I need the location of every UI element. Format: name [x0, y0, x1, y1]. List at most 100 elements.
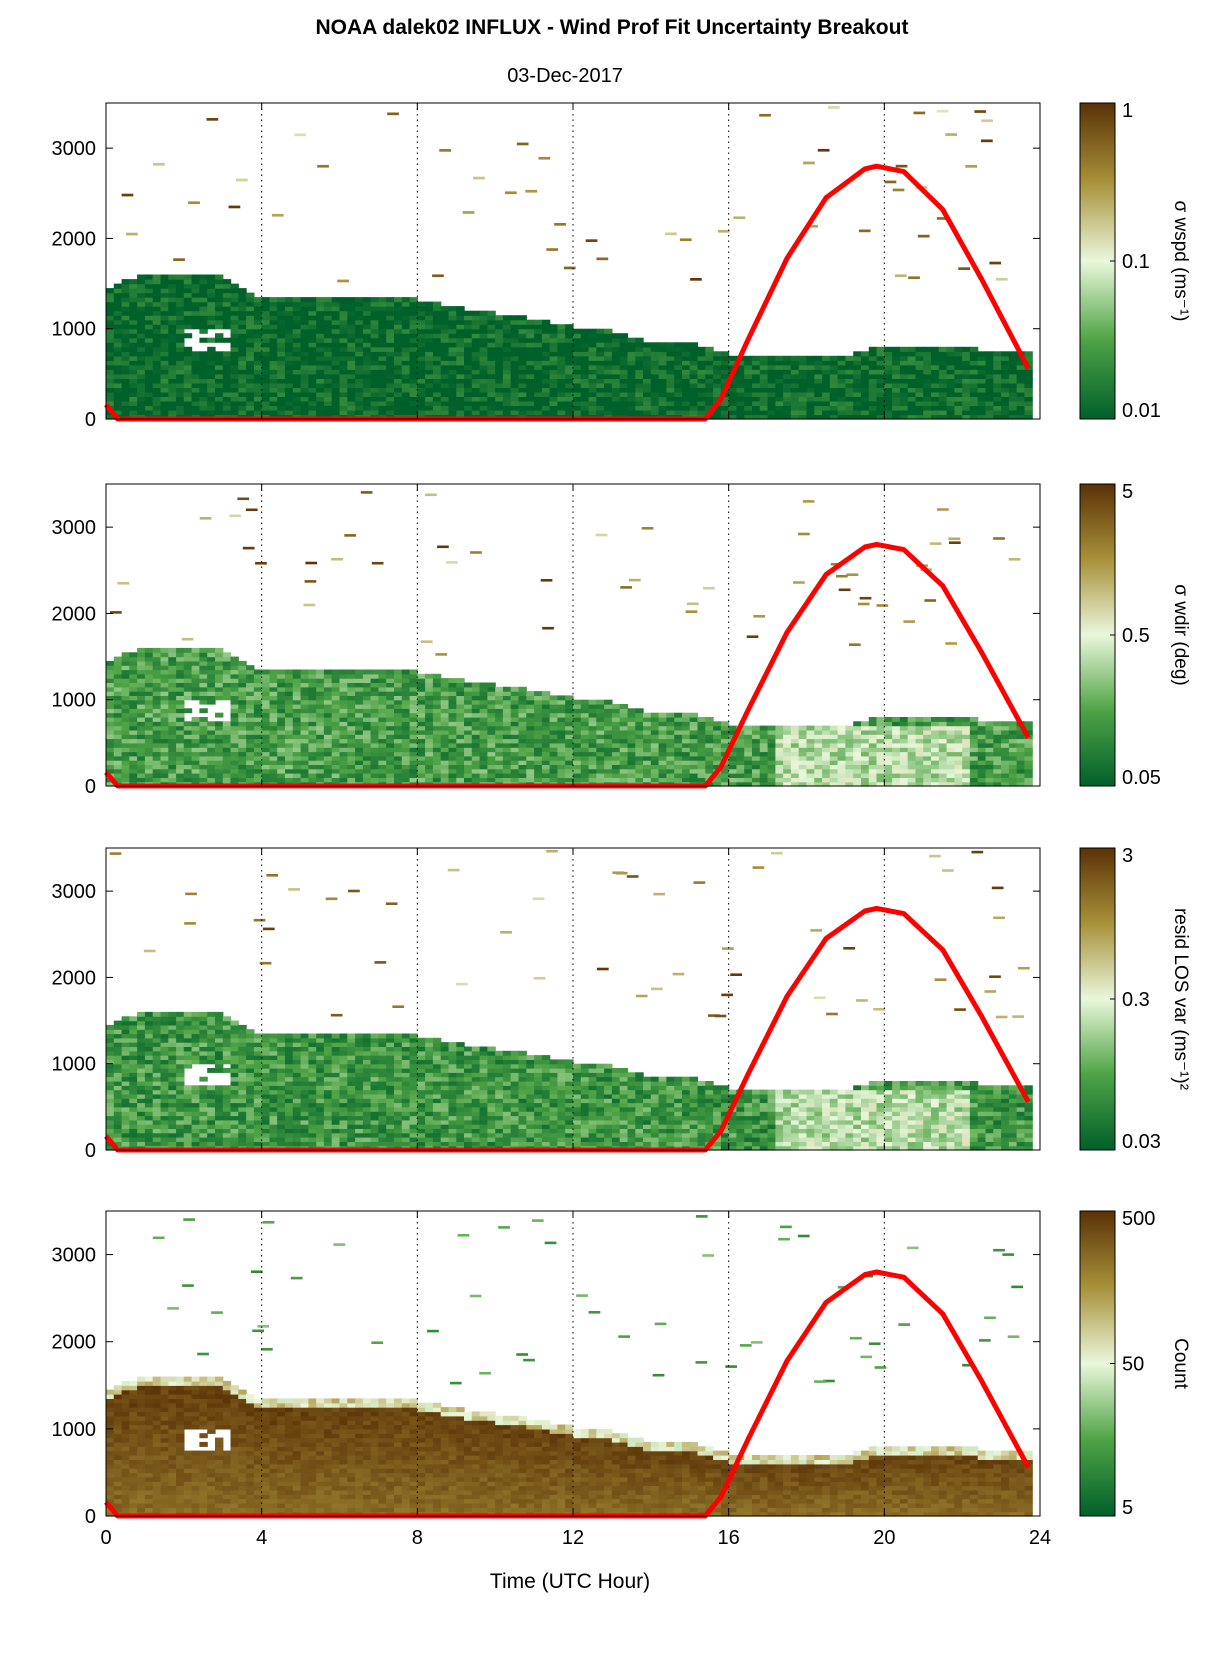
heatmap-cell — [868, 734, 878, 740]
heatmap-cell — [137, 373, 146, 379]
heatmap-cell — [347, 738, 356, 744]
heatmap-cell — [238, 391, 247, 397]
heatmap-cell — [487, 382, 496, 388]
heatmap-cell — [129, 292, 138, 298]
heatmap-cell — [160, 729, 169, 735]
heatmap-cell — [611, 355, 621, 361]
heatmap-cell — [246, 310, 255, 316]
heatmap-cell — [604, 738, 613, 744]
heatmap-cell — [215, 315, 224, 321]
heatmap-cell — [370, 297, 379, 303]
heatmap-cell — [425, 337, 434, 343]
heatmap-cell — [308, 682, 317, 688]
heatmap-cell — [246, 742, 255, 748]
heatmap-cell — [853, 777, 862, 783]
heatmap-cell — [183, 656, 193, 662]
heatmap-cell — [222, 373, 232, 379]
heatmap-cell — [106, 382, 115, 388]
heatmap-cell — [767, 373, 776, 379]
heatmap-cell — [541, 328, 551, 334]
heatmap-cell — [471, 315, 481, 321]
heatmap-cell — [666, 755, 675, 761]
heatmap-cell — [285, 760, 294, 765]
heatmap-cell — [697, 725, 706, 731]
heatmap-cell — [176, 695, 185, 701]
heatmap-cell — [985, 400, 994, 406]
heatmap-cell — [432, 695, 442, 701]
heatmap-cell — [487, 695, 496, 701]
heatmap-cell — [207, 373, 216, 379]
heatmap-cell — [160, 391, 169, 397]
heatmap-cell — [238, 686, 247, 692]
heatmap-cell — [323, 378, 333, 384]
heatmap-cell — [697, 378, 706, 384]
heatmap-cell — [907, 755, 917, 761]
heatmap-cell — [401, 306, 411, 312]
heatmap-cell — [316, 704, 325, 709]
heatmap-cell — [487, 364, 496, 370]
heatmap-cell — [160, 660, 169, 666]
heatmap-cell — [440, 378, 450, 384]
heatmap-cell — [557, 405, 566, 411]
heatmap-cell — [246, 673, 255, 679]
heatmap-cell — [277, 373, 286, 379]
heatmap-cell — [199, 717, 208, 722]
heatmap-cell — [674, 373, 683, 379]
heatmap-cell — [339, 729, 348, 735]
heatmap-cell — [144, 306, 154, 312]
heatmap-cell — [440, 346, 450, 352]
heatmap-cell — [720, 768, 730, 774]
heatmap-cell — [261, 777, 271, 783]
heatmap-cell — [573, 328, 582, 334]
heatmap-cell — [168, 369, 177, 375]
heatmap-cell — [230, 721, 239, 727]
heatmap-cell — [627, 742, 636, 748]
heatmap-cell — [222, 297, 232, 303]
heatmap-cell — [479, 729, 488, 735]
heatmap-cell — [931, 764, 940, 770]
heatmap-cell — [495, 360, 504, 366]
heatmap-cell — [650, 382, 660, 388]
heatmap-cell — [316, 306, 325, 312]
heatmap-cell — [736, 378, 745, 384]
heatmap-cell — [176, 382, 185, 388]
heatmap-cell — [588, 755, 597, 761]
heatmap-cell — [775, 738, 784, 744]
heatmap-cell — [106, 297, 115, 303]
heatmap-cell — [417, 382, 426, 388]
heatmap-cell — [549, 328, 558, 334]
heatmap-cell — [238, 660, 247, 666]
heatmap-cell — [269, 333, 278, 339]
heatmap-cell — [137, 773, 146, 778]
heatmap-cell — [129, 400, 138, 406]
heatmap-cell — [775, 364, 784, 370]
heatmap-cell — [759, 738, 769, 744]
heatmap-cell — [191, 324, 200, 330]
heatmap-cell — [137, 678, 146, 683]
heatmap-cell — [752, 729, 761, 735]
heatmap-cell — [253, 686, 263, 692]
heatmap-cell — [215, 695, 224, 701]
heatmap-cell — [362, 315, 372, 321]
heatmap-cell — [713, 369, 722, 375]
heatmap-cell — [246, 373, 255, 379]
heatmap-cell — [448, 373, 457, 379]
heatmap-cell — [822, 751, 831, 757]
heatmap-cell — [230, 755, 239, 761]
heatmap-cell — [915, 777, 924, 783]
heatmap-cell — [285, 773, 294, 778]
heatmap-cell — [222, 729, 232, 735]
heatmap-cell — [541, 382, 551, 388]
heatmap-cell — [1008, 391, 1018, 397]
heatmap-cell — [899, 751, 909, 757]
heatmap-cell — [222, 755, 232, 761]
heatmap-cell — [432, 712, 442, 718]
heatmap-cell — [417, 373, 426, 379]
heatmap-cell — [137, 747, 146, 753]
heatmap-cell — [113, 378, 123, 384]
heatmap-cell — [713, 387, 722, 393]
heatmap-cell — [362, 410, 372, 416]
heatmap-cell — [526, 355, 535, 361]
heatmap-cell — [401, 342, 411, 348]
heatmap-cell — [627, 351, 636, 357]
